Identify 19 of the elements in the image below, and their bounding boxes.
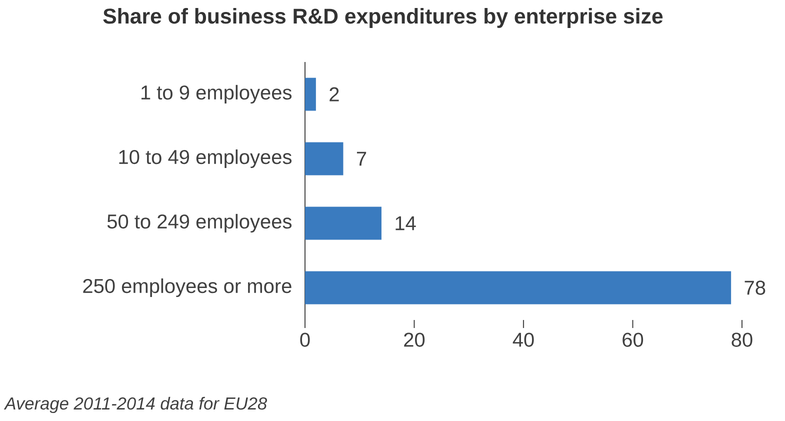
x-tick-label: 20 [404, 332, 425, 347]
x-tick-label: 60 [622, 332, 644, 347]
data-label: 14 [396, 216, 416, 230]
bar [305, 206, 382, 240]
text: Average 2011-2014 data for EU28 [4, 396, 268, 414]
y-tick-label: 50 to 249 employees [107, 214, 292, 233]
bar [305, 271, 732, 304]
y-tick-label: 250 employees or more [83, 278, 292, 298]
x-tick-label: 0 [300, 332, 310, 347]
data-label: 7 [356, 152, 366, 166]
x-tick-label: 80 [732, 332, 752, 347]
data-label: 78 [744, 280, 766, 295]
chart-title: Share of business R&D expenditures by enterprise size [103, 8, 663, 28]
data-label: 2 [330, 87, 339, 102]
x-tick-label: 40 [512, 332, 534, 347]
y-tick-label: 1 to 9 employees [142, 84, 292, 104]
y-tick-label: 10 to 49 employees [119, 149, 292, 168]
bar [305, 142, 344, 176]
bar [305, 78, 316, 111]
